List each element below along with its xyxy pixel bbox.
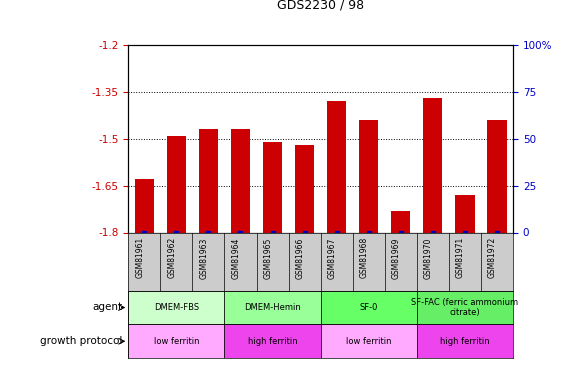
Text: GSM81971: GSM81971 xyxy=(456,237,465,278)
Bar xyxy=(423,98,442,232)
Bar xyxy=(359,120,378,232)
Text: GSM81969: GSM81969 xyxy=(392,237,401,279)
Bar xyxy=(487,120,507,232)
Bar xyxy=(321,324,417,358)
Bar xyxy=(321,291,417,324)
Bar xyxy=(231,129,250,232)
Text: GSM81961: GSM81961 xyxy=(135,237,144,278)
Text: GSM81967: GSM81967 xyxy=(328,237,337,279)
Bar xyxy=(391,211,410,232)
Text: DMEM-Hemin: DMEM-Hemin xyxy=(244,303,301,312)
Text: growth protocol: growth protocol xyxy=(40,336,122,346)
Text: GSM81966: GSM81966 xyxy=(296,237,304,279)
Text: high ferritin: high ferritin xyxy=(440,337,490,346)
Bar xyxy=(417,324,513,358)
Text: GSM81962: GSM81962 xyxy=(167,237,176,278)
Bar xyxy=(417,291,513,324)
Bar xyxy=(135,179,154,232)
Text: GSM81964: GSM81964 xyxy=(231,237,240,279)
Bar xyxy=(167,136,186,232)
Text: GDS2230 / 98: GDS2230 / 98 xyxy=(277,0,364,11)
Text: GSM81972: GSM81972 xyxy=(488,237,497,278)
Bar xyxy=(455,195,475,232)
Text: GSM81970: GSM81970 xyxy=(424,237,433,279)
Bar xyxy=(327,101,346,232)
Text: SF-FAC (ferric ammonium
citrate): SF-FAC (ferric ammonium citrate) xyxy=(412,298,518,317)
Text: GSM81968: GSM81968 xyxy=(360,237,368,278)
Bar xyxy=(224,324,321,358)
Bar xyxy=(128,291,224,324)
Text: SF-0: SF-0 xyxy=(360,303,378,312)
Bar xyxy=(295,145,314,232)
Text: DMEM-FBS: DMEM-FBS xyxy=(154,303,199,312)
Text: low ferritin: low ferritin xyxy=(346,337,392,346)
Bar xyxy=(224,291,321,324)
Bar xyxy=(128,324,224,358)
Text: high ferritin: high ferritin xyxy=(248,337,297,346)
Bar xyxy=(199,129,218,232)
Text: agent: agent xyxy=(92,303,122,312)
Text: GSM81963: GSM81963 xyxy=(199,237,209,279)
Text: GSM81965: GSM81965 xyxy=(264,237,273,279)
Bar xyxy=(263,142,282,232)
Text: low ferritin: low ferritin xyxy=(153,337,199,346)
